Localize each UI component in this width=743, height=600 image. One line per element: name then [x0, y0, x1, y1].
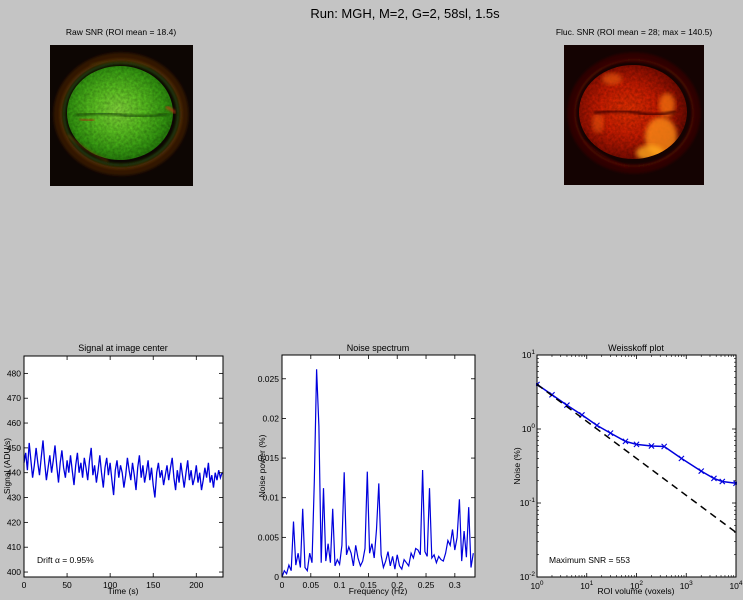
svg-text:430: 430 [7, 493, 21, 503]
figure-title: Run: MGH, M=2, G=2, 58sl, 1.5s [310, 6, 500, 21]
svg-text:0.01: 0.01 [262, 493, 279, 503]
noise-spectrum-plot: 0 0.05 0.1 0.15 0.2 0.25 0.3 0 0.005 0.01 0.015 0.0… [250, 340, 485, 600]
weisskoff-plot-title: Weisskoff plot [608, 343, 664, 353]
noise-spectrum-chart: 0 0.05 0.1 0.15 0.2 0.25 0.3 0 0.005 0.01 0.015 0.0… [258, 354, 476, 590]
svg-text:104: 104 [729, 580, 742, 591]
svg-text:10-2: 10-2 [520, 571, 536, 582]
signal-chart: 0 50 100 150 200 400 410 420 430 440 450 460 470 480 [7, 355, 224, 590]
svg-text:0.025: 0.025 [258, 374, 280, 384]
svg-text:101: 101 [522, 349, 535, 360]
svg-text:102: 102 [630, 580, 643, 591]
svg-text:100: 100 [522, 423, 535, 434]
raw-snr-image [50, 45, 193, 186]
signal-plot-title: Signal at image center [78, 343, 168, 353]
svg-text:400: 400 [7, 567, 21, 577]
svg-text:100: 100 [103, 580, 117, 590]
svg-text:0: 0 [280, 580, 285, 590]
raw-snr-title: Raw SNR (ROI mean = 18.4) [65, 27, 177, 37]
svg-text:470: 470 [7, 393, 21, 403]
signal-xaxis-label: Time (s) [107, 586, 139, 596]
svg-text:0.15: 0.15 [360, 580, 377, 590]
spectrum-plot-title: Noise spectrum [346, 343, 410, 353]
svg-text:0: 0 [274, 572, 279, 582]
drift-annotation: Drift α = 0.95% [37, 555, 94, 565]
fluc-snr-title: Fluc. SNR (ROI mean = 28; max = 140.5) [555, 27, 713, 37]
svg-text:0.2: 0.2 [391, 580, 403, 590]
svg-text:0.1: 0.1 [334, 580, 346, 590]
svg-text:460: 460 [7, 418, 21, 428]
svg-text:480: 480 [7, 368, 21, 378]
raw-snr-brain-graphic [50, 45, 193, 186]
spectrum-xaxis-label: Frequency (Hz) [348, 586, 408, 596]
svg-text:10-1: 10-1 [520, 497, 536, 508]
svg-text:420: 420 [7, 517, 21, 527]
svg-text:50: 50 [62, 580, 72, 590]
spectrum-yaxis-label: Noise power (%) [257, 434, 267, 498]
fluc-snr-image [564, 45, 704, 185]
signal-plot: 0 50 100 150 200 400 410 420 430 440 450 460 470 480 … [0, 340, 245, 600]
fluc-snr-brain-graphic [564, 45, 704, 185]
svg-text:101: 101 [580, 580, 593, 591]
weisskoff-xaxis-label: ROI volume (voxels) [597, 586, 675, 596]
svg-text:450: 450 [7, 443, 21, 453]
signal-yaxis-label: Signal (ADU/s) [2, 437, 12, 495]
svg-text:0: 0 [22, 580, 27, 590]
weisskoff-chart: 100 101 102 103 104 101 100 10-1 10-2 [520, 349, 743, 591]
weisskoff-plot: 100 101 102 103 104 101 100 10-1 10-2 Weisskoff … [505, 340, 743, 600]
max-snr-annotation: Maximum SNR = 553 [549, 555, 631, 565]
svg-text:100: 100 [530, 580, 543, 591]
svg-text:0.005: 0.005 [258, 532, 280, 542]
svg-text:440: 440 [7, 468, 21, 478]
svg-text:200: 200 [189, 580, 203, 590]
svg-text:150: 150 [146, 580, 160, 590]
svg-text:0.05: 0.05 [303, 580, 320, 590]
svg-text:0.015: 0.015 [258, 453, 280, 463]
svg-text:0.02: 0.02 [262, 413, 279, 423]
svg-text:410: 410 [7, 542, 21, 552]
svg-text:0.3: 0.3 [449, 580, 461, 590]
weisskoff-yaxis-label: Noise (%) [512, 447, 522, 485]
svg-text:0.25: 0.25 [418, 580, 435, 590]
svg-text:103: 103 [680, 580, 693, 591]
